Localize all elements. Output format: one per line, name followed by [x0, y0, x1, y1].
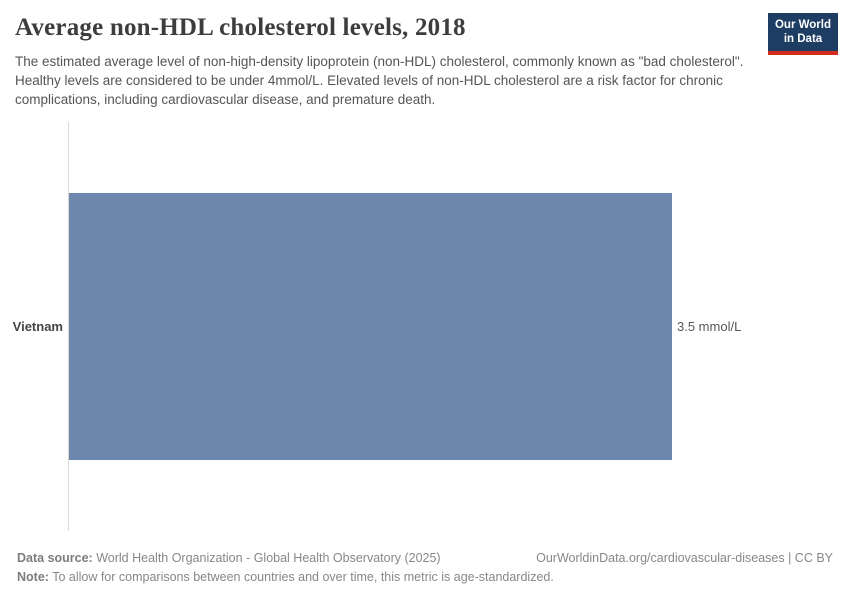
note-label: Note: [17, 570, 49, 584]
owid-logo[interactable]: Our World in Data [768, 13, 838, 55]
owid-logo-line1: Our World [774, 18, 831, 31]
owid-logo-line2: in Data [783, 33, 823, 45]
bar-vietnam[interactable] [69, 193, 672, 460]
data-source-label: Data source: [17, 551, 93, 565]
chart-subtitle: The estimated average level of non-high-… [15, 54, 744, 107]
bar-track [69, 193, 672, 460]
data-source-line: Data source: World Health Organization -… [17, 549, 441, 568]
y-axis-line [68, 122, 69, 531]
chart-footer: Data source: World Health Organization -… [17, 549, 833, 587]
category-label-vietnam: Vietnam [12, 319, 63, 334]
note-line: Note: To allow for comparisons between c… [17, 568, 833, 587]
bar-value-label: 3.5 mmol/L [677, 319, 742, 334]
footer-link[interactable]: OurWorldinData.org/cardiovascular-diseas… [536, 551, 833, 565]
chart-title: Average non-HDL cholesterol levels, 2018 [15, 14, 466, 41]
data-source-text: World Health Organization - Global Healt… [96, 551, 441, 565]
note-text: To allow for comparisons between countri… [52, 570, 554, 584]
